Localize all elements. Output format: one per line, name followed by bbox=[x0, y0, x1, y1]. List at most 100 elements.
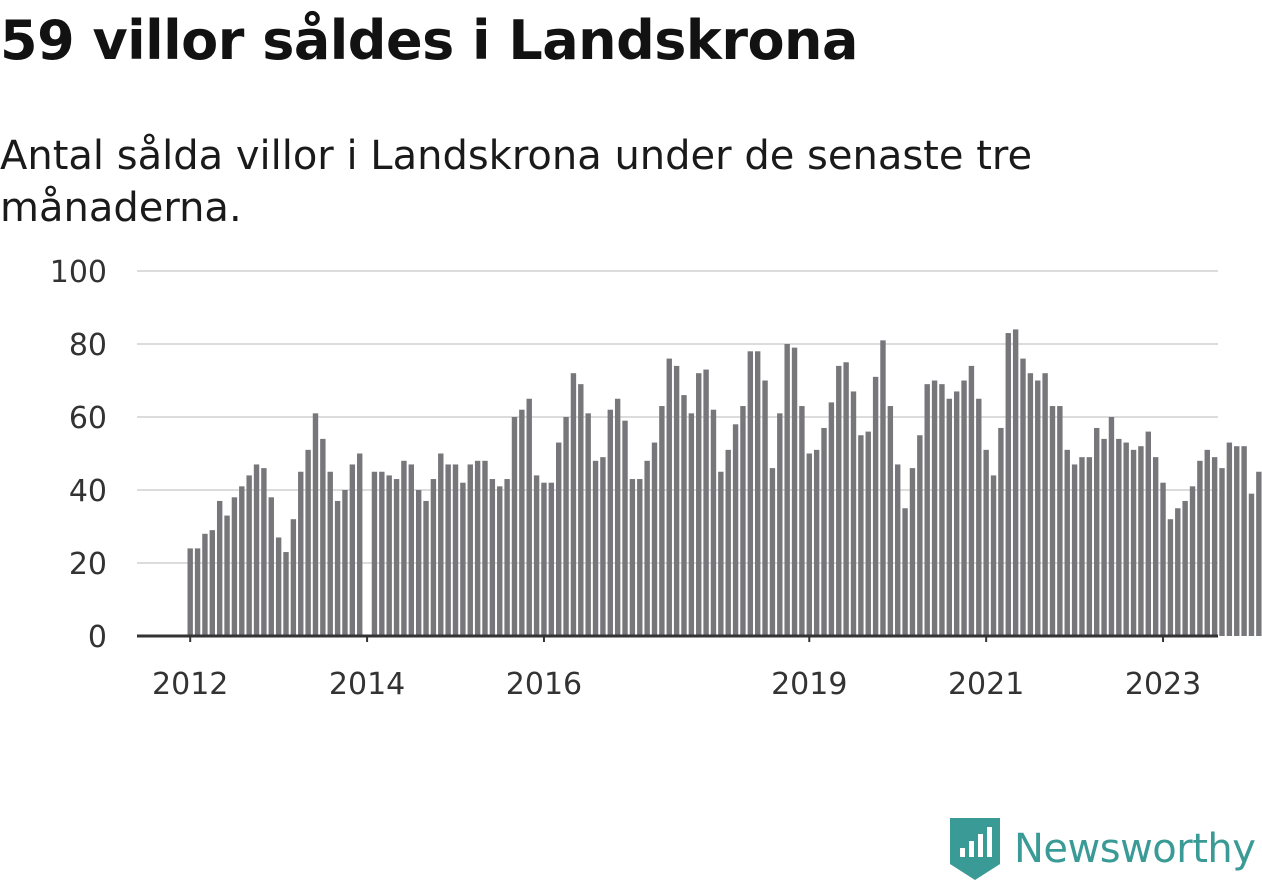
bar bbox=[1131, 450, 1136, 636]
bar bbox=[777, 413, 782, 636]
bar bbox=[527, 399, 532, 636]
bar bbox=[762, 381, 767, 637]
bar bbox=[917, 435, 922, 636]
bar bbox=[372, 472, 377, 636]
bar bbox=[1256, 472, 1261, 636]
newsworthy-logo-icon bbox=[950, 818, 1000, 880]
bar bbox=[416, 490, 421, 636]
bar bbox=[1190, 486, 1195, 636]
bar bbox=[519, 410, 524, 636]
bar bbox=[689, 413, 694, 636]
bar bbox=[630, 479, 635, 636]
bar bbox=[703, 370, 708, 636]
bar bbox=[976, 399, 981, 636]
bar bbox=[733, 424, 738, 636]
bar bbox=[1050, 406, 1055, 636]
bar bbox=[1094, 428, 1099, 636]
bar bbox=[313, 413, 318, 636]
brand: Newsworthy bbox=[950, 817, 1255, 881]
bar bbox=[254, 464, 259, 636]
x-tick-label: 2016 bbox=[506, 667, 582, 702]
bar bbox=[534, 475, 539, 636]
bar bbox=[667, 359, 672, 636]
bar bbox=[468, 464, 473, 636]
bar bbox=[188, 548, 193, 636]
bar bbox=[504, 479, 509, 636]
bar bbox=[1219, 468, 1224, 636]
bar bbox=[460, 483, 465, 636]
y-tick-label: 60 bbox=[69, 401, 107, 436]
x-tick-label: 2023 bbox=[1125, 667, 1201, 702]
bar bbox=[866, 432, 871, 636]
bar bbox=[1087, 457, 1092, 636]
bar bbox=[843, 362, 848, 636]
bar bbox=[939, 384, 944, 636]
bar bbox=[925, 384, 930, 636]
x-tick-label: 2012 bbox=[152, 667, 228, 702]
bar bbox=[217, 501, 222, 636]
bar bbox=[755, 351, 760, 636]
bar bbox=[578, 384, 583, 636]
bar bbox=[246, 475, 251, 636]
bar bbox=[784, 344, 789, 636]
bar bbox=[932, 381, 937, 637]
bar bbox=[224, 516, 229, 636]
bar bbox=[1109, 417, 1114, 636]
bar bbox=[910, 468, 915, 636]
bar bbox=[961, 381, 966, 637]
bar bbox=[600, 457, 605, 636]
bar bbox=[659, 406, 664, 636]
bar bbox=[210, 530, 215, 636]
bar bbox=[239, 486, 244, 636]
bar bbox=[770, 468, 775, 636]
bar bbox=[1168, 519, 1173, 636]
bar bbox=[718, 472, 723, 636]
bar bbox=[556, 443, 561, 636]
bar bbox=[1079, 457, 1084, 636]
bar bbox=[571, 373, 576, 636]
bar bbox=[836, 366, 841, 636]
bar bbox=[652, 443, 657, 636]
bar bbox=[261, 468, 266, 636]
bars bbox=[188, 329, 1262, 636]
bar bbox=[1205, 450, 1210, 636]
y-tick-label: 40 bbox=[69, 474, 107, 509]
y-tick-label: 0 bbox=[88, 620, 107, 655]
bar bbox=[615, 399, 620, 636]
bar bbox=[954, 391, 959, 636]
bar bbox=[563, 417, 568, 636]
bar bbox=[549, 483, 554, 636]
bar bbox=[696, 373, 701, 636]
bar bbox=[998, 428, 1003, 636]
bar bbox=[983, 450, 988, 636]
bar bbox=[453, 464, 458, 636]
bar bbox=[814, 450, 819, 636]
bar bbox=[711, 410, 716, 636]
bar bbox=[1249, 494, 1254, 636]
bar bbox=[873, 377, 878, 636]
x-axis-labels: 2012201420162019202120232025 bbox=[152, 667, 1262, 702]
bar bbox=[1020, 359, 1025, 636]
bar bbox=[497, 486, 502, 636]
bar bbox=[888, 406, 893, 636]
bar bbox=[475, 461, 480, 636]
bar bbox=[681, 395, 686, 636]
bar bbox=[1175, 508, 1180, 636]
bar bbox=[283, 552, 288, 636]
bar bbox=[1006, 333, 1011, 636]
bar bbox=[726, 450, 731, 636]
bar bbox=[1042, 373, 1047, 636]
bar bbox=[202, 534, 207, 636]
bar bbox=[792, 348, 797, 636]
bar bbox=[320, 439, 325, 636]
bar bbox=[851, 391, 856, 636]
bar bbox=[1072, 464, 1077, 636]
bar bbox=[644, 461, 649, 636]
bar bbox=[409, 464, 414, 636]
bar bbox=[394, 479, 399, 636]
bar bbox=[947, 399, 952, 636]
bar bbox=[880, 340, 885, 636]
bar bbox=[895, 464, 900, 636]
